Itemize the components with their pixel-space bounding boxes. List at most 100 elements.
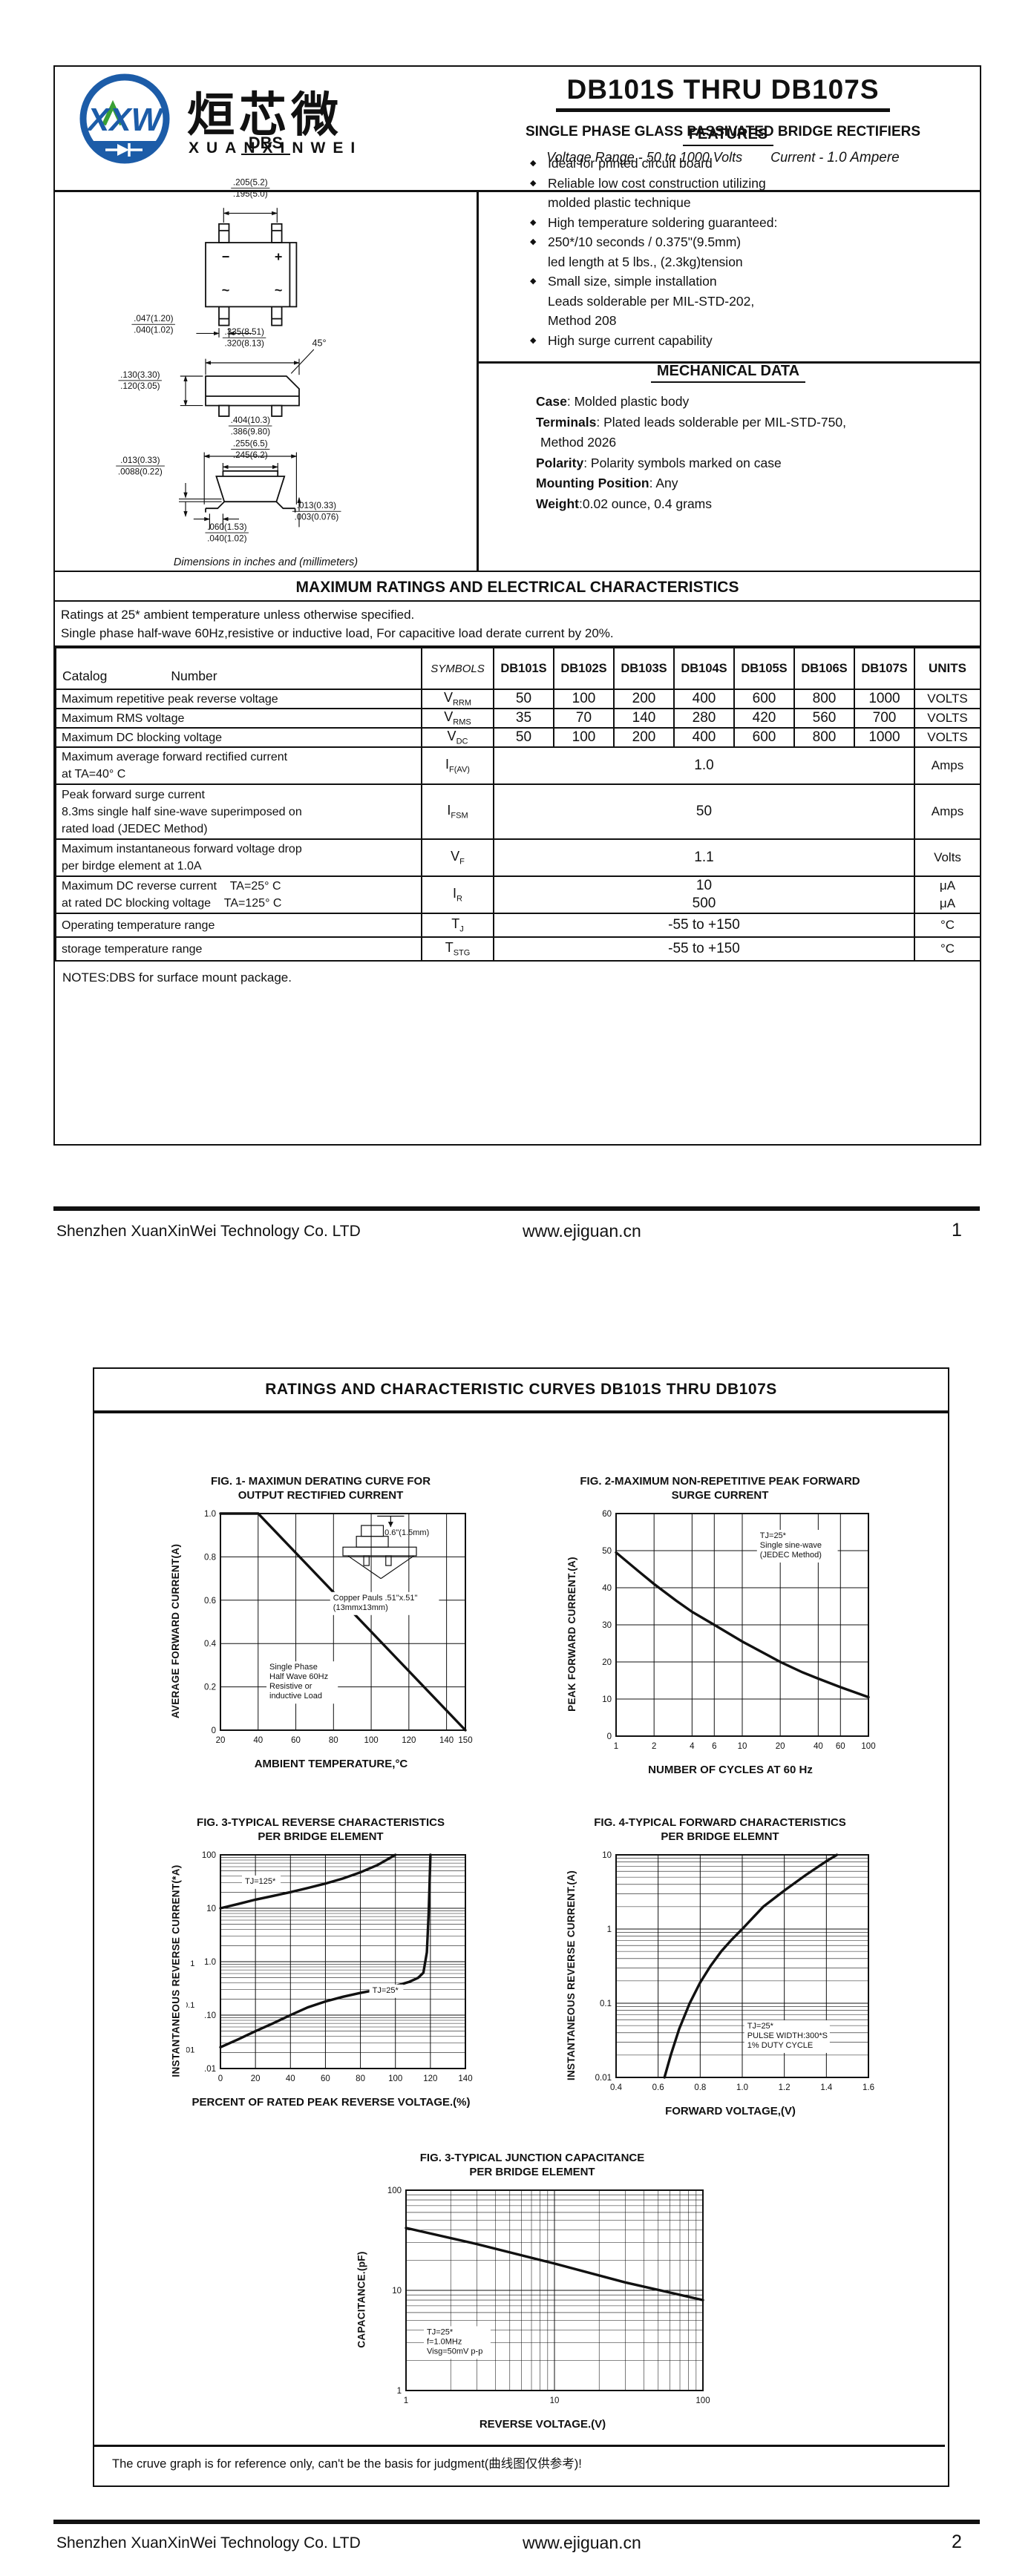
package-caption: Dimensions in inches and (millimeters) bbox=[173, 556, 359, 568]
footer-page-number-2: 2 bbox=[952, 2531, 962, 2552]
ratings-table: Catalog Number SYMBOLS DB101S DB102S DB103S DB… bbox=[55, 647, 981, 962]
rating-value: 420 bbox=[733, 708, 795, 729]
x-tick-label: 6 bbox=[712, 1742, 716, 1751]
feature-item: ◆ High surge current capability bbox=[530, 331, 978, 351]
features-heading: FEATURES bbox=[478, 126, 978, 146]
figure-5-junction-capacitance: FIG. 3-TYPICAL JUNCTION CAPACITANCE PER B… bbox=[310, 2151, 755, 2431]
bullet-icon bbox=[530, 252, 548, 272]
feature-item: ◆ Ideal for printed circuit board bbox=[530, 154, 978, 174]
y-tick-label: 100 bbox=[202, 1851, 216, 1860]
dimension-label: 45° bbox=[312, 337, 327, 349]
rating-value: 100 bbox=[553, 689, 615, 709]
ratings-note-2: Single phase half-wave 60Hz,resistive or… bbox=[61, 626, 614, 640]
feature-text: High surge current capability bbox=[548, 332, 713, 348]
table-row: Maximum average forward rectified curren… bbox=[55, 746, 981, 785]
logo-english-name: XUANXINWEI bbox=[189, 139, 363, 157]
row-units: Amps bbox=[914, 783, 981, 840]
ratings-heading: MAXIMUM RATINGS AND ELECTRICAL CHARACTER… bbox=[55, 571, 980, 602]
footer-rule-2 bbox=[53, 2520, 980, 2524]
chart-annotation: Single sine-wave bbox=[760, 1541, 822, 1550]
features-list: ◆ Ideal for printed circuit board ◆ Reliabl… bbox=[530, 154, 978, 350]
x-tick-label: 0.6 bbox=[652, 2083, 664, 2092]
polarity-mark: ~ bbox=[274, 283, 283, 298]
table-row: Maximum repetitive peak reverse voltage V… bbox=[55, 689, 981, 709]
row-symbol: TSTG bbox=[421, 936, 494, 962]
bullet-icon: ◆ bbox=[530, 277, 537, 286]
feature-text: led length at 5 lbs., (2.3kg)tension bbox=[548, 254, 743, 269]
x-tick-label: 0 bbox=[218, 2074, 223, 2083]
row-symbol: IF(AV) bbox=[421, 746, 494, 785]
x-tick-label: 80 bbox=[356, 2074, 365, 2083]
x-tick-label: 1 bbox=[404, 2396, 408, 2405]
chart-canvas: 0.4 0.6 0.8 1.0 1.2 1.4 1.6 10 1 0.1 0.01 TJ=25*PUL… bbox=[595, 1851, 874, 2092]
feature-item: ◆ 250*/10 seconds / 0.375"(9.5mm) bbox=[530, 232, 978, 252]
chart-annotation: 1% DUTY CYCLE bbox=[747, 2041, 813, 2050]
x-tick-label: 40 bbox=[286, 2074, 295, 2083]
chart-annotation: Single Phase bbox=[269, 1663, 318, 1672]
mech-data-line: Case: Molded plastic body bbox=[536, 394, 690, 409]
x-tick-label: 0.4 bbox=[610, 2083, 623, 2092]
chart-annotation: TJ=25* bbox=[747, 2022, 774, 2031]
polarity-mark: − bbox=[221, 249, 230, 265]
y-tick-label: 1.0 bbox=[204, 1510, 216, 1519]
table-row: storage temperature range TSTG -55 to +150… bbox=[55, 936, 981, 962]
range-line: Voltage Range - 50 to 1000 Volts Current… bbox=[471, 150, 975, 166]
x-tick-label: 10 bbox=[550, 2396, 560, 2405]
heatsink-drawing bbox=[363, 1555, 370, 1566]
package-drawing: .205(5.2) .195(5.0) .047(1.20) .040(1.02) .3… bbox=[79, 169, 453, 570]
row-label: Maximum average forward rectified curren… bbox=[55, 746, 422, 785]
bullet-icon bbox=[530, 311, 548, 331]
dimension-label: .047(1.20) .040(1.02) bbox=[131, 313, 176, 335]
column-header-model: DB107S bbox=[854, 647, 915, 690]
feature-text: 250*/10 seconds / 0.375"(9.5mm) bbox=[548, 234, 742, 249]
y-tick-label: 10 bbox=[602, 1695, 612, 1704]
row-label: Maximum instantaneous forward voltage dr… bbox=[55, 838, 422, 877]
x-axis-title: NUMBER OF CYCLES AT 60 Hz bbox=[648, 1764, 813, 1776]
series-TJ=25 bbox=[219, 1853, 432, 2048]
column-divider bbox=[477, 190, 479, 572]
y-tick-label: 1.0 bbox=[204, 1958, 216, 1967]
figure-title: FIG. 4-TYPICAL FORWARD CHARACTERISTICS PE… bbox=[594, 1816, 846, 1843]
footer-rule-1 bbox=[53, 1206, 980, 1211]
x-tick-label: 40 bbox=[253, 1736, 263, 1745]
chart-annotation: 0.1 bbox=[186, 2001, 194, 2010]
x-tick-label: 100 bbox=[861, 1742, 875, 1751]
package-name: DBS bbox=[55, 134, 477, 155]
row-label: Maximum repetitive peak reverse voltage bbox=[55, 689, 422, 709]
reference-note: The cruve graph is for reference only, c… bbox=[112, 2457, 582, 2471]
rating-value: 200 bbox=[613, 727, 675, 748]
rating-value: 50 bbox=[493, 689, 554, 709]
bullet-icon: ◆ bbox=[530, 159, 537, 168]
y-tick-label: 100 bbox=[387, 2186, 402, 2195]
y-tick-label: 1 bbox=[397, 2387, 402, 2396]
x-tick-label: 100 bbox=[695, 2396, 710, 2405]
row-units: °C bbox=[914, 913, 981, 938]
row-symbol: TJ bbox=[421, 913, 494, 938]
dimension-label: .205(5.2) .195(5.0) bbox=[231, 177, 270, 200]
row-label: storage temperature range bbox=[55, 936, 422, 962]
feature-item: ◆ Small size, simple installation bbox=[530, 272, 978, 292]
chart-annotation: PULSE WIDTH:300*S bbox=[747, 2031, 828, 2040]
row-units: Volts bbox=[914, 838, 981, 877]
row-units: Amps bbox=[914, 746, 981, 785]
rating-value-span: 1.0 bbox=[493, 746, 915, 785]
heatsink-drawing bbox=[356, 1536, 389, 1548]
x-tick-label: 150 bbox=[458, 1736, 472, 1745]
x-tick-label: 1.2 bbox=[779, 2083, 791, 2092]
chart-annotation: Copper Pauls .51"x.51" bbox=[333, 1594, 418, 1603]
y-axis-title: CAPACITANCE.(pF) bbox=[356, 2250, 367, 2348]
chart-annotation: f=1.0MHz bbox=[427, 2337, 462, 2346]
column-header-model: DB102S bbox=[553, 647, 615, 690]
y-tick-label: 20 bbox=[602, 1658, 612, 1667]
feature-text: Small size, simple installation bbox=[548, 274, 717, 289]
rating-value: 800 bbox=[793, 727, 855, 748]
figure-1-derating-curve: FIG. 1- MAXIMUN DERATING CURVE FOR OUTPUT… bbox=[135, 1474, 506, 1770]
x-tick-label: 1.4 bbox=[820, 2083, 833, 2092]
row-symbol: VRMS bbox=[421, 708, 494, 729]
y-tick-label: 50 bbox=[602, 1547, 612, 1556]
chart-canvas: 20 40 60 80 100 120 140 150 0 0.2 0.4 0.6 0.8 1.0 Sing… bbox=[204, 1510, 473, 1745]
note-divider bbox=[94, 2445, 945, 2447]
x-tick-label: 120 bbox=[423, 2074, 437, 2083]
row-label: Maximum DC blocking voltage bbox=[55, 727, 422, 748]
